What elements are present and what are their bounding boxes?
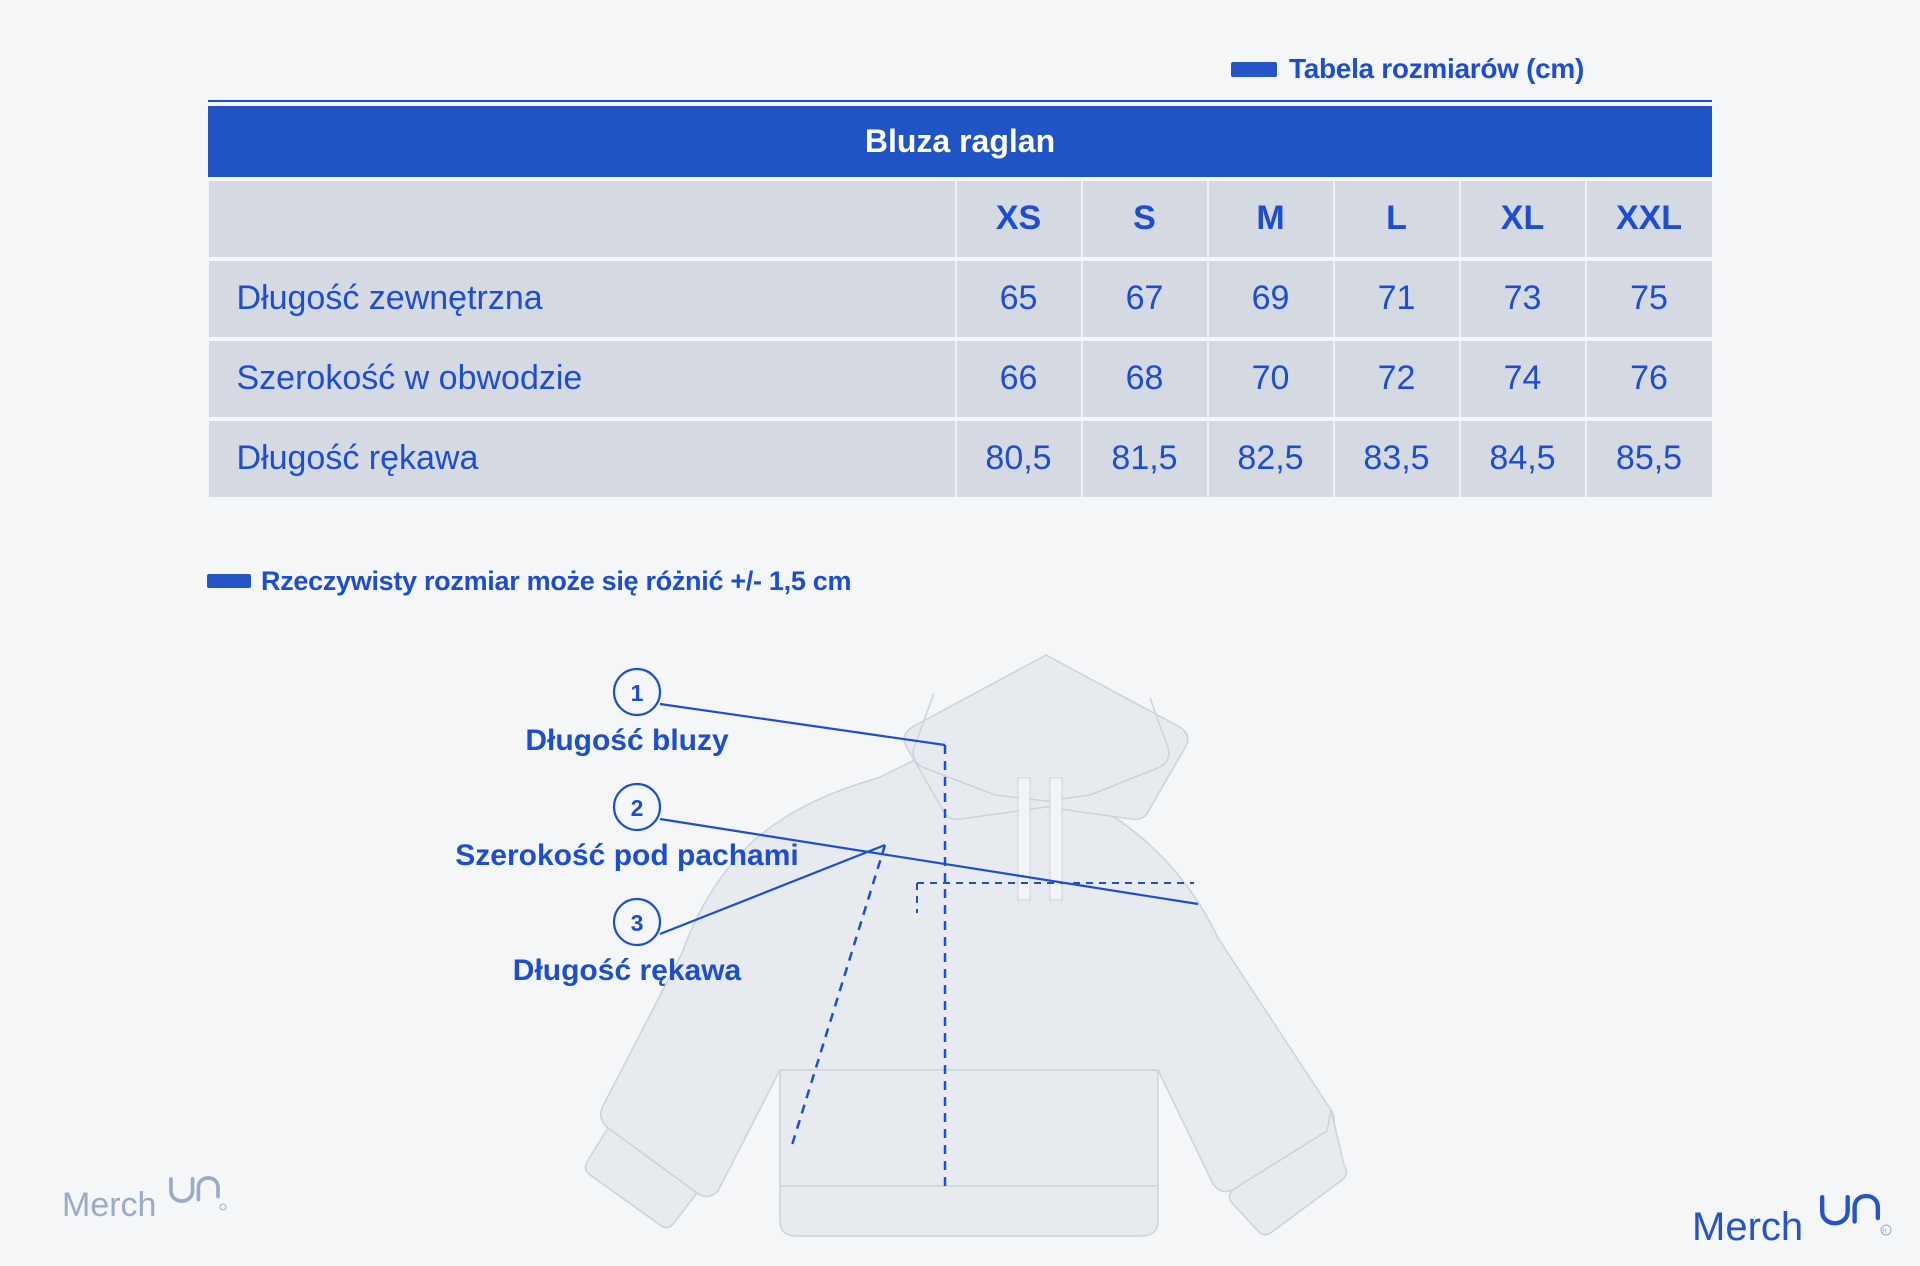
svg-text:R: R xyxy=(1882,1228,1887,1235)
svg-text:Długość rękawa: Długość rękawa xyxy=(513,954,742,987)
svg-text:1: 1 xyxy=(631,680,644,706)
svg-text:Merch: Merch xyxy=(1692,1205,1803,1249)
svg-text:Merch: Merch xyxy=(62,1186,156,1224)
svg-text:2: 2 xyxy=(631,795,644,821)
svg-text:Szerokość pod pachami: Szerokość pod pachami xyxy=(455,839,798,872)
svg-text:3: 3 xyxy=(631,910,644,936)
svg-text:Długość bluzy: Długość bluzy xyxy=(525,724,729,757)
